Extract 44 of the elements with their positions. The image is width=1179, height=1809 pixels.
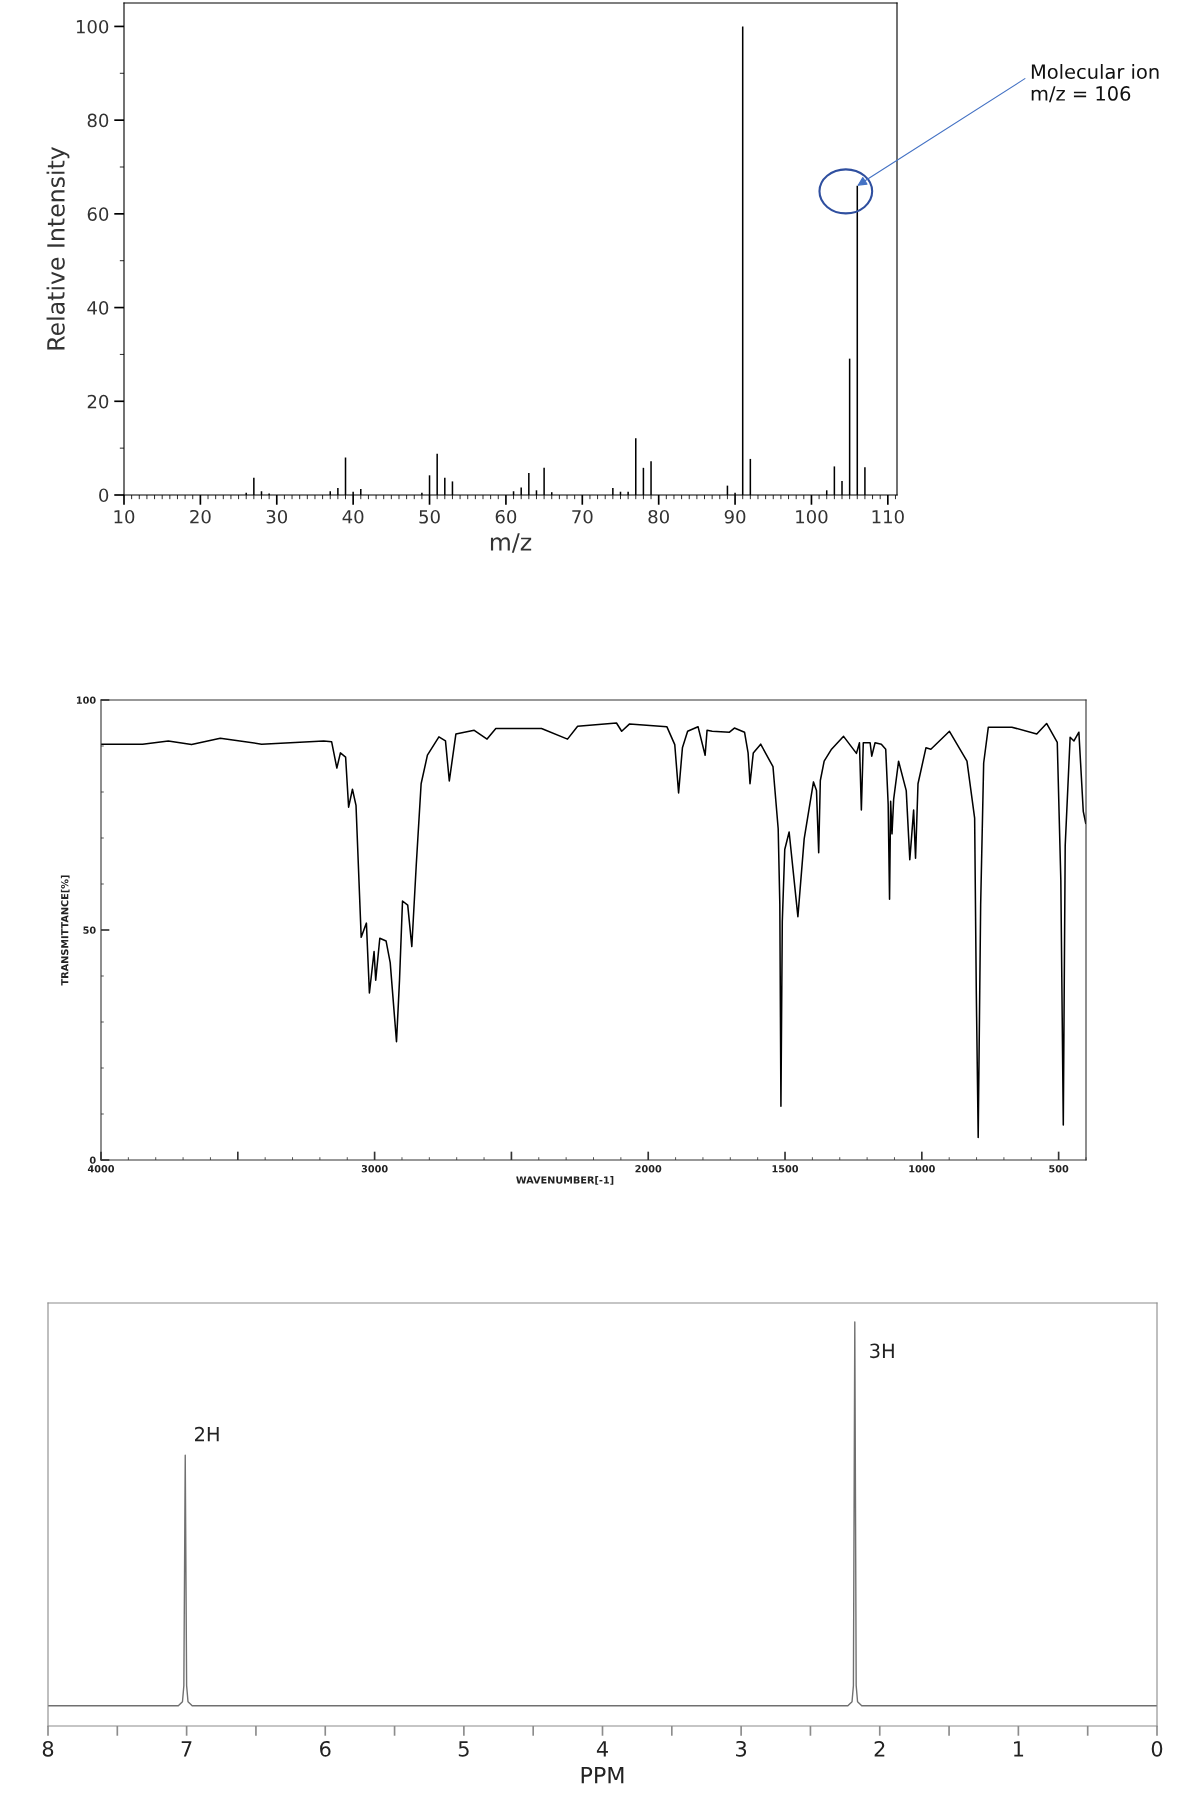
x-tick-label: 30 (266, 509, 288, 524)
x-tick-label: 4 (596, 1741, 608, 1757)
y-axis-title: TRANSMITTANCE[%] (60, 875, 70, 986)
y-tick-label: 100 (76, 19, 109, 34)
x-tick-label: 2000 (635, 1165, 662, 1173)
x-tick-label: 1 (1014, 1741, 1024, 1757)
annotation: 3H (870, 1343, 894, 1359)
y-tick-label: 100 (76, 696, 96, 704)
x-tick-label: 60 (495, 509, 517, 524)
y-tick-label: 0 (89, 1156, 96, 1164)
x-tick-label: 90 (724, 509, 746, 524)
x-tick-label: 70 (572, 509, 593, 524)
y-tick-label: 50 (83, 926, 96, 934)
x-tick-label: 80 (648, 509, 669, 524)
x-tick-label: 0 (1151, 1740, 1163, 1757)
x-tick-label: 500 (1049, 1165, 1069, 1173)
x-tick-label: 50 (419, 509, 440, 524)
y-tick-label: 20 (87, 394, 109, 409)
x-axis-title: PPM (581, 1766, 624, 1784)
x-tick-label: 100 (796, 509, 828, 524)
x-tick-label: 2 (874, 1740, 885, 1757)
annotation: 2H (195, 1426, 219, 1442)
x-tick-label: 6 (320, 1740, 331, 1757)
y-axis-title: Relative Intensity (46, 146, 70, 350)
x-tick-label: 4000 (87, 1165, 115, 1173)
x-tick-label: 3000 (361, 1165, 388, 1173)
annotation: Molecular ion m/z = 106 (1031, 64, 1159, 103)
x-tick-label: 5 (458, 1741, 469, 1757)
x-tick-label: 3 (736, 1740, 747, 1757)
x-tick-label: 110 (872, 509, 904, 524)
x-tick-label: 7 (181, 1741, 192, 1757)
y-tick-label: 0 (99, 488, 109, 503)
x-tick-label: 1500 (772, 1165, 799, 1173)
x-tick-label: 20 (190, 509, 211, 524)
x-tick-label: 8 (42, 1740, 54, 1757)
y-tick-label: 80 (87, 113, 109, 128)
x-axis-title: m/z (490, 533, 532, 553)
y-tick-label: 40 (87, 301, 109, 315)
x-axis-title: WAVENUMBER[-1] (516, 1176, 614, 1185)
x-tick-label: 40 (342, 509, 364, 524)
x-tick-label: 1000 (909, 1165, 935, 1173)
y-tick-label: 60 (87, 207, 109, 221)
x-tick-label: 10 (114, 509, 135, 524)
line-series (101, 722, 1086, 1139)
